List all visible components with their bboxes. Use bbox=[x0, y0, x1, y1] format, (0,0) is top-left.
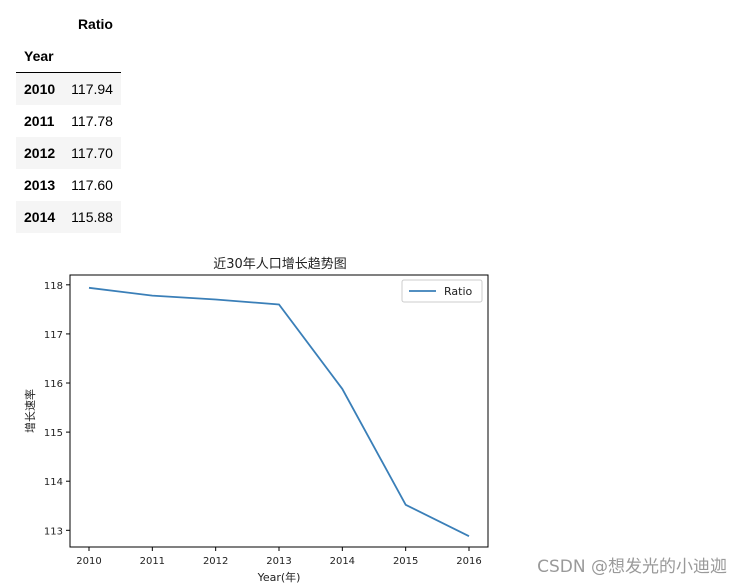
y-tick-label: 114 bbox=[44, 477, 63, 488]
y-axis-label: 增长速率 bbox=[23, 389, 37, 433]
y-tick-label: 118 bbox=[44, 281, 63, 292]
table-empty-header-cell bbox=[63, 40, 121, 73]
x-tick-label: 2011 bbox=[140, 556, 165, 567]
x-tick-label: 2014 bbox=[330, 556, 355, 567]
legend-box bbox=[401, 279, 483, 303]
plot-area-frame bbox=[69, 274, 489, 548]
table-index-name-row: Year bbox=[16, 40, 121, 73]
row-index: 2010 bbox=[24, 81, 56, 97]
axis-ticks: 2010 2011 2012 2013 2014 2015 2016 113 114 115 116… bbox=[44, 281, 482, 567]
x-tick-label: 2016 bbox=[456, 556, 481, 567]
row-index: 2014 bbox=[24, 209, 56, 225]
row-value: 117.94 bbox=[71, 81, 113, 97]
table-row: 2011 117.78 bbox=[16, 105, 121, 137]
y-tick-label: 117 bbox=[44, 330, 63, 341]
dataframe-table: Ratio Year 2010 117.94 2011 117.78 2012 … bbox=[16, 8, 121, 233]
column-header-ratio: Ratio bbox=[77, 16, 113, 32]
y-tick-label: 116 bbox=[44, 379, 63, 390]
table-row: 2014 115.88 bbox=[16, 201, 121, 233]
row-index: 2013 bbox=[24, 177, 56, 193]
x-tick-label: 2010 bbox=[76, 556, 101, 567]
row-value: 117.60 bbox=[71, 177, 113, 193]
y-axis-label-group: 增长速率 bbox=[23, 389, 37, 433]
table-header-row: Ratio bbox=[16, 8, 121, 40]
y-tick-label: 113 bbox=[44, 526, 63, 537]
table-row: 2012 117.70 bbox=[16, 137, 121, 169]
chart-legend: Ratio bbox=[401, 279, 483, 303]
x-tick-label: 2012 bbox=[203, 556, 228, 567]
row-value: 117.70 bbox=[71, 145, 113, 161]
series-line-ratio bbox=[88, 286, 470, 538]
y-tick-label: 115 bbox=[44, 428, 63, 439]
row-value: 117.78 bbox=[71, 113, 113, 129]
index-name-year: Year bbox=[16, 40, 64, 73]
table-row: 2010 117.94 bbox=[16, 72, 121, 105]
x-axis-label: Year(年) bbox=[257, 570, 301, 584]
row-index: 2011 bbox=[24, 113, 55, 129]
line-chart: 近30年人口增长趋势图 增长速率 Year(年) 2010 2011 2012 201… bbox=[23, 256, 489, 584]
table-corner-cell bbox=[16, 8, 63, 40]
legend-label: Ratio bbox=[444, 285, 473, 298]
csdn-watermark: CSDN @想发光的小迪迦 bbox=[537, 557, 727, 577]
row-index: 2012 bbox=[24, 145, 56, 161]
x-tick-label: 2015 bbox=[393, 556, 418, 567]
chart-title: 近30年人口增长趋势图 bbox=[213, 256, 347, 272]
table-row: 2013 117.60 bbox=[16, 169, 121, 201]
x-tick-label: 2013 bbox=[266, 556, 291, 567]
row-value: 115.88 bbox=[71, 209, 113, 225]
